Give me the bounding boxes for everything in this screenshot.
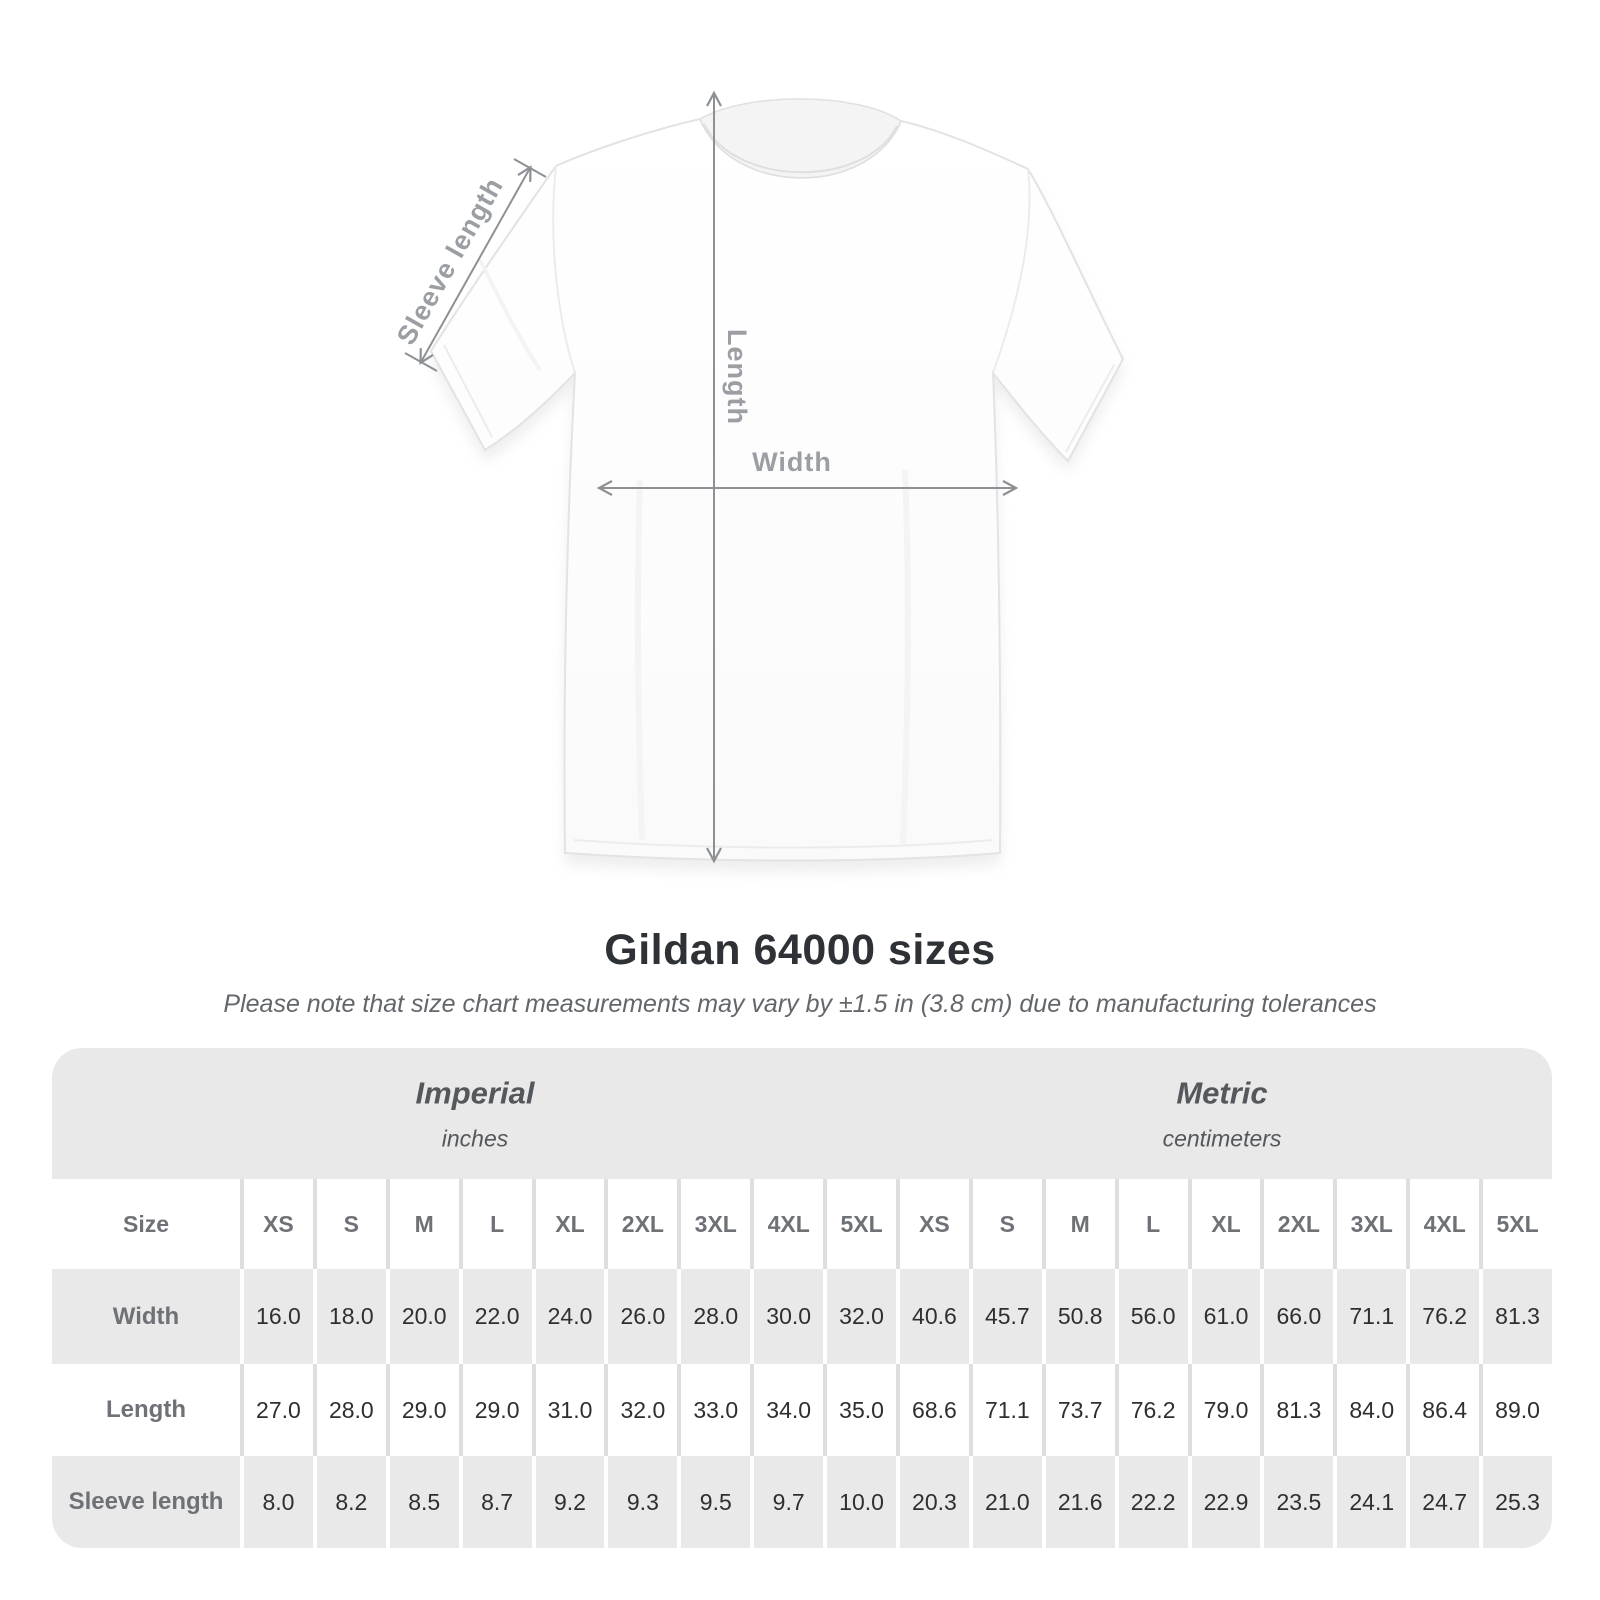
metric-unit: centimeters [1162, 1125, 1282, 1151]
imperial-label: Imperial [415, 1075, 535, 1110]
table-cell: 24.7 [1410, 1456, 1480, 1548]
table-cell: 26.0 [608, 1269, 678, 1364]
metric-section-header: Metric centimeters [1163, 1075, 1282, 1152]
size-header: 3XL [681, 1179, 751, 1269]
table-cell: 8.0 [244, 1456, 313, 1548]
size-header: 2XL [608, 1179, 678, 1269]
table-cell: 24.0 [535, 1269, 605, 1364]
size-header: S [316, 1179, 386, 1269]
table-cell: 76.2 [1410, 1269, 1480, 1364]
table-cell: 71.1 [972, 1364, 1042, 1456]
table-cell: 21.6 [1045, 1456, 1115, 1548]
size-header: XL [535, 1179, 605, 1269]
table-cell: 23.5 [1264, 1456, 1334, 1548]
table-cell: 10.0 [827, 1456, 896, 1548]
size-header: 4XL [1410, 1179, 1480, 1269]
table-cell: 22.2 [1118, 1456, 1188, 1548]
table-cell: 30.0 [754, 1269, 824, 1364]
table-cell: 61.0 [1191, 1269, 1261, 1364]
table-cell: 31.0 [535, 1364, 605, 1456]
table-cell: 66.0 [1264, 1269, 1334, 1364]
table-cell: 9.5 [681, 1456, 751, 1548]
table-cell: 84.0 [1337, 1364, 1407, 1456]
table-cell: 22.0 [462, 1269, 532, 1364]
table-cell: 76.2 [1118, 1364, 1188, 1456]
table-cell: 9.3 [608, 1456, 678, 1548]
table-cell: 33.0 [681, 1364, 751, 1456]
measurement-arrows [404, 90, 1019, 864]
table-cell: 29.0 [462, 1364, 532, 1456]
table-cell: 22.9 [1191, 1456, 1261, 1548]
table-cell: 29.0 [389, 1364, 459, 1456]
table-cell: 45.7 [972, 1269, 1042, 1364]
size-header-row: Size XS S M L XL 2XL 3XL 4XL 5XL XS S M … [52, 1179, 1552, 1269]
size-header: 4XL [754, 1179, 824, 1269]
sleeve-arrow-tick-bottom [404, 352, 438, 372]
table-cell: 79.0 [1191, 1364, 1261, 1456]
table-cell: 40.6 [899, 1269, 969, 1364]
table-cell: 81.3 [1264, 1364, 1334, 1456]
table-cell: 34.0 [754, 1364, 824, 1456]
table-cell: 35.0 [827, 1364, 896, 1456]
size-header: 2XL [1264, 1179, 1334, 1269]
size-header: L [462, 1179, 532, 1269]
size-header: XS [899, 1179, 969, 1269]
table-cell: 9.7 [754, 1456, 824, 1548]
table-cell: 28.0 [681, 1269, 751, 1364]
table-cell: 56.0 [1118, 1269, 1188, 1364]
width-row: Width 16.0 18.0 20.0 22.0 24.0 26.0 28.0… [52, 1269, 1552, 1364]
tshirt-measurement-diagram: Width Length Sleeve length [391, 90, 1125, 872]
table-units-band: Imperial inches Metric centimeters [52, 1048, 1552, 1179]
row-label: Sleeve length [52, 1456, 240, 1548]
row-label: Length [52, 1364, 240, 1456]
size-header: M [1045, 1179, 1115, 1269]
width-label: Width [752, 447, 832, 477]
tshirt-outline [429, 117, 1125, 862]
table-cell: 28.0 [316, 1364, 386, 1456]
table-cell: 32.0 [827, 1269, 896, 1364]
size-header: M [389, 1179, 459, 1269]
table-cell: 24.1 [1337, 1456, 1407, 1548]
sleeve-length-row: Sleeve length 8.0 8.2 8.5 8.7 9.2 9.3 9.… [52, 1456, 1552, 1548]
table-cell: 71.1 [1337, 1269, 1407, 1364]
table-cell: 27.0 [244, 1364, 313, 1456]
table-cell: 86.4 [1410, 1364, 1480, 1456]
table-cell: 20.0 [389, 1269, 459, 1364]
imperial-section-header: Imperial inches [416, 1075, 535, 1152]
collar [699, 98, 902, 179]
table-cell: 18.0 [316, 1269, 386, 1364]
length-row: Length 27.0 28.0 29.0 29.0 31.0 32.0 33.… [52, 1364, 1552, 1456]
table-cell: 81.3 [1483, 1269, 1552, 1364]
sleeve-length-arrow [419, 165, 532, 365]
size-header: L [1118, 1179, 1188, 1269]
table-cell: 25.3 [1483, 1456, 1552, 1548]
size-header: S [972, 1179, 1042, 1269]
size-header: 3XL [1337, 1179, 1407, 1269]
tolerance-note: Please note that size chart measurements… [223, 990, 1377, 1018]
length-label: Length [722, 329, 752, 425]
size-chart-table: Imperial inches Metric centimeters Size … [52, 1048, 1552, 1548]
size-header: XS [244, 1179, 313, 1269]
size-header: XL [1191, 1179, 1261, 1269]
table-cell: 16.0 [244, 1269, 313, 1364]
table-cell: 8.5 [389, 1456, 459, 1548]
sleeve-arrow-tick-top [513, 158, 547, 178]
size-column-title: Size [52, 1179, 240, 1269]
table-cell: 73.7 [1045, 1364, 1115, 1456]
imperial-unit: inches [441, 1125, 509, 1151]
row-label: Width [52, 1269, 240, 1364]
page-title: Gildan 64000 sizes [604, 926, 996, 974]
table-cell: 20.3 [899, 1456, 969, 1548]
metric-label: Metric [1176, 1075, 1268, 1110]
table-cell: 9.2 [535, 1456, 605, 1548]
size-header: 5XL [827, 1179, 896, 1269]
table-cell: 8.7 [462, 1456, 532, 1548]
table-cell: 68.6 [899, 1364, 969, 1456]
table-cell: 32.0 [608, 1364, 678, 1456]
table-cell: 50.8 [1045, 1269, 1115, 1364]
size-header: 5XL [1483, 1179, 1552, 1269]
table-cell: 21.0 [972, 1456, 1042, 1548]
table-cell: 89.0 [1483, 1364, 1552, 1456]
table-cell: 8.2 [316, 1456, 386, 1548]
